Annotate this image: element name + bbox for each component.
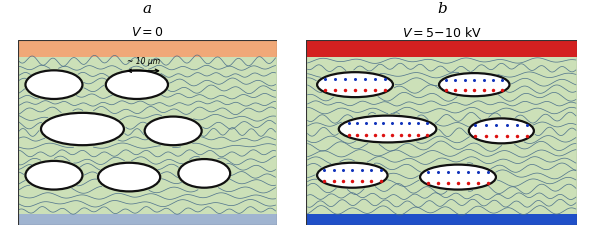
Text: a: a (143, 2, 152, 16)
Ellipse shape (106, 70, 168, 99)
Ellipse shape (178, 159, 230, 188)
Ellipse shape (317, 163, 388, 188)
Ellipse shape (98, 163, 160, 191)
Bar (306, 40, 577, 57)
Ellipse shape (339, 116, 436, 142)
Ellipse shape (469, 118, 534, 143)
Bar (18, 214, 277, 225)
Text: $V = 5{-}10\ \mathrm{kV}$: $V = 5{-}10\ \mathrm{kV}$ (402, 26, 482, 40)
Text: ~ 10 μm: ~ 10 μm (127, 57, 160, 66)
Bar (18, 40, 277, 57)
Ellipse shape (41, 113, 124, 145)
Text: b: b (437, 2, 446, 16)
Ellipse shape (439, 73, 509, 96)
Bar (306, 214, 577, 225)
Ellipse shape (145, 117, 201, 145)
Ellipse shape (25, 161, 82, 190)
Text: $V = 0$: $V = 0$ (131, 26, 164, 39)
Ellipse shape (317, 72, 393, 97)
Ellipse shape (25, 70, 82, 99)
Ellipse shape (420, 165, 496, 190)
